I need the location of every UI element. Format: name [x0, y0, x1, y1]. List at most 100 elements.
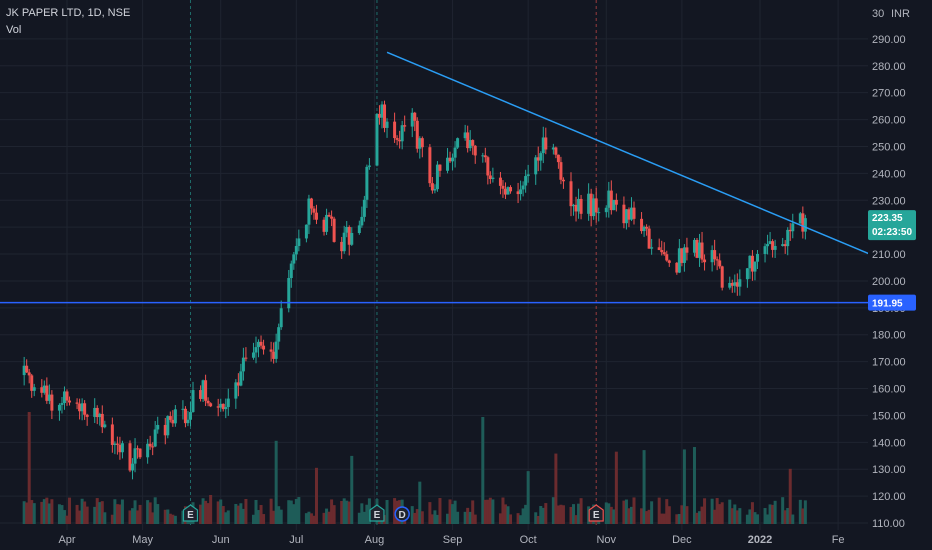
candle	[78, 398, 82, 420]
volume-bar	[609, 506, 613, 524]
candle-body	[541, 137, 545, 154]
support-price-label: 191.95	[872, 299, 903, 310]
candle-body	[133, 448, 137, 464]
price-axis-panel[interactable]	[868, 0, 932, 550]
candle-body	[501, 185, 505, 189]
candle-body	[718, 260, 722, 267]
volume-bar	[362, 511, 366, 524]
candle-body	[680, 248, 684, 263]
volume-bar	[40, 501, 44, 524]
volume-bar	[763, 508, 767, 524]
candle	[763, 243, 767, 263]
candle	[47, 384, 51, 405]
candle-body	[798, 213, 802, 224]
candle-body	[657, 247, 661, 251]
volume-bar	[544, 503, 548, 524]
volume-bar	[509, 514, 513, 524]
candle-body	[745, 268, 749, 280]
candle-body	[309, 198, 313, 209]
candle	[788, 223, 792, 241]
price-tick-label: 110.00	[872, 518, 905, 530]
candle-body	[413, 112, 417, 121]
volume-bar	[438, 498, 442, 524]
candle	[718, 253, 722, 269]
earnings-badge[interactable]: E	[182, 504, 199, 522]
candle-body	[612, 199, 616, 211]
candle-body	[383, 104, 387, 128]
volume-bar	[151, 512, 155, 524]
candle	[516, 182, 520, 204]
volume-bar	[554, 453, 558, 524]
candle-body	[675, 262, 679, 273]
candle-body	[483, 155, 487, 158]
candle-body	[609, 190, 613, 211]
volume-bar	[773, 500, 777, 524]
candle	[383, 100, 387, 133]
candle	[22, 356, 26, 386]
volume-bar	[718, 504, 722, 524]
candle-body	[367, 165, 371, 167]
candle-body	[463, 132, 467, 139]
price-tick-label: 140.00	[872, 437, 906, 449]
candle-body	[32, 387, 36, 391]
volume-bar	[57, 504, 61, 524]
candle	[403, 115, 407, 132]
candle	[330, 210, 334, 227]
candle-body	[327, 214, 331, 217]
volume-bar	[410, 506, 414, 524]
volume-bar	[803, 500, 807, 524]
volume-bar	[524, 504, 528, 524]
time-tick-label: Sep	[443, 534, 463, 546]
volume-bar	[466, 507, 470, 524]
candle	[700, 231, 704, 263]
trend-line[interactable]	[386, 51, 875, 257]
volume-bar	[168, 513, 172, 524]
volume-bar	[68, 497, 72, 524]
candle	[607, 181, 611, 218]
candle-body	[98, 413, 102, 418]
candle-body	[289, 263, 293, 279]
candle	[50, 390, 54, 420]
candle-body	[199, 390, 203, 399]
candle	[466, 125, 470, 153]
candle	[594, 188, 598, 223]
earnings-badge[interactable]: E	[369, 504, 385, 522]
candle-body	[47, 394, 51, 401]
volume-bar	[272, 510, 276, 524]
candle	[710, 245, 714, 272]
legend: JK PAPER LTD, 1D, NSE Vol	[6, 7, 130, 36]
candle	[410, 108, 414, 138]
candle-body	[400, 125, 404, 142]
candle	[206, 397, 210, 407]
dividend-badge[interactable]: D	[394, 506, 410, 522]
candle	[534, 155, 538, 185]
candle	[627, 207, 631, 228]
candle-body	[420, 138, 424, 148]
volume-bar	[662, 513, 666, 524]
candle-body	[186, 419, 190, 424]
volume-bar	[350, 455, 354, 524]
volume-bar	[675, 514, 679, 524]
event-badge-label: E	[374, 510, 381, 521]
volume-bar	[453, 500, 457, 524]
price-tick-label: 280.00	[872, 61, 906, 73]
volume-bar	[110, 514, 114, 524]
volume-bar	[385, 499, 389, 524]
volume-bar	[473, 514, 477, 524]
candle	[307, 194, 311, 235]
earnings-badge-shape	[588, 504, 604, 522]
volume-bar	[728, 499, 732, 524]
candle-body	[801, 213, 805, 232]
candle	[115, 436, 119, 455]
volume-bar	[738, 508, 742, 524]
volume-bar	[771, 504, 775, 524]
candle-body	[50, 394, 54, 411]
volume-bar	[715, 498, 719, 524]
candle-body	[720, 266, 724, 288]
candle	[750, 250, 754, 281]
candle	[703, 254, 707, 271]
volume-bar	[85, 506, 89, 524]
earnings-badge[interactable]: E	[588, 504, 604, 522]
